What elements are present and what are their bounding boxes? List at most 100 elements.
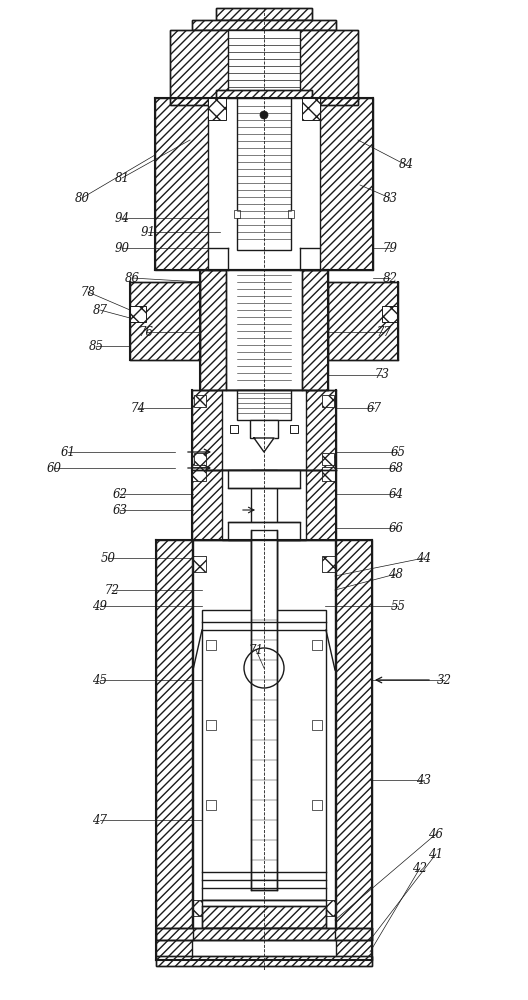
Text: 84: 84 (399, 158, 413, 172)
Bar (130, 306, 146, 322)
Bar (312, 720, 322, 730)
Bar (156, 956, 372, 966)
Bar (192, 900, 206, 916)
Bar (170, 30, 358, 105)
Bar (202, 900, 326, 928)
Bar (192, 20, 336, 30)
Bar (251, 530, 277, 890)
Text: 90: 90 (115, 241, 129, 254)
Text: 87: 87 (92, 304, 108, 316)
Bar (156, 540, 192, 960)
Text: 47: 47 (92, 814, 108, 826)
Text: 61: 61 (61, 446, 76, 458)
Bar (156, 956, 372, 966)
Text: 86: 86 (125, 271, 139, 284)
Bar (322, 556, 336, 572)
Bar (194, 395, 206, 407)
Bar (237, 98, 291, 250)
Bar (312, 640, 322, 650)
Text: 65: 65 (391, 446, 406, 458)
Bar (216, 8, 312, 20)
Text: 80: 80 (74, 192, 90, 205)
Bar (237, 390, 291, 420)
Bar (251, 470, 277, 620)
Bar (202, 610, 326, 900)
Text: 82: 82 (382, 271, 398, 284)
Text: 83: 83 (382, 192, 398, 205)
Bar (322, 900, 336, 916)
Bar (200, 270, 328, 390)
Bar (322, 467, 336, 481)
Bar (290, 425, 298, 433)
Bar (216, 90, 312, 98)
Bar (222, 390, 306, 470)
Bar (322, 453, 334, 465)
Bar (336, 540, 372, 960)
Bar (192, 20, 336, 30)
Bar (192, 556, 206, 572)
Bar (228, 522, 300, 540)
Text: 64: 64 (389, 488, 403, 500)
Text: 73: 73 (374, 368, 390, 381)
Text: 45: 45 (92, 674, 108, 686)
Text: 85: 85 (89, 340, 103, 353)
Text: 48: 48 (389, 568, 403, 580)
Bar (230, 425, 238, 433)
Bar (156, 928, 372, 940)
Bar (192, 470, 336, 540)
Text: 68: 68 (389, 462, 403, 475)
Text: 60: 60 (46, 462, 61, 475)
Bar (228, 470, 300, 488)
Bar (208, 98, 320, 270)
Bar (234, 210, 240, 218)
Text: 74: 74 (130, 401, 146, 414)
Text: 63: 63 (112, 504, 127, 516)
Bar (228, 30, 300, 100)
Text: 62: 62 (112, 488, 127, 500)
Bar (222, 470, 306, 540)
Bar (382, 306, 398, 322)
Text: 32: 32 (437, 674, 451, 686)
Text: 67: 67 (366, 401, 382, 414)
Bar (192, 390, 336, 470)
Bar (130, 282, 200, 360)
Text: 81: 81 (115, 172, 129, 184)
Bar (192, 467, 206, 481)
Bar (322, 395, 334, 407)
Bar (250, 420, 278, 438)
Text: 41: 41 (429, 848, 444, 860)
Text: 42: 42 (412, 861, 428, 874)
Bar (226, 270, 302, 390)
Bar (202, 906, 326, 928)
Bar (237, 270, 291, 390)
Text: 79: 79 (382, 241, 398, 254)
Text: 50: 50 (100, 552, 116, 564)
Text: 76: 76 (138, 326, 154, 338)
Text: 78: 78 (80, 286, 96, 298)
Text: 44: 44 (417, 552, 431, 564)
Text: 55: 55 (391, 599, 406, 612)
Text: 77: 77 (376, 326, 391, 338)
Bar (206, 720, 216, 730)
Bar (288, 210, 294, 218)
Bar (216, 90, 312, 98)
Text: 91: 91 (140, 226, 156, 238)
Bar (328, 282, 398, 360)
Text: 94: 94 (115, 212, 129, 225)
Bar (155, 98, 373, 270)
Text: 66: 66 (389, 522, 403, 534)
Text: 49: 49 (92, 599, 108, 612)
Bar (156, 928, 372, 940)
Bar (170, 30, 358, 105)
Circle shape (260, 111, 268, 119)
Text: 46: 46 (429, 828, 444, 840)
Bar (302, 98, 320, 120)
Text: 71: 71 (249, 644, 263, 656)
Bar (206, 800, 216, 810)
Text: 43: 43 (417, 774, 431, 786)
Text: 72: 72 (105, 584, 119, 596)
Bar (208, 98, 226, 120)
Polygon shape (254, 438, 274, 452)
Bar (312, 800, 322, 810)
Bar (216, 8, 312, 20)
